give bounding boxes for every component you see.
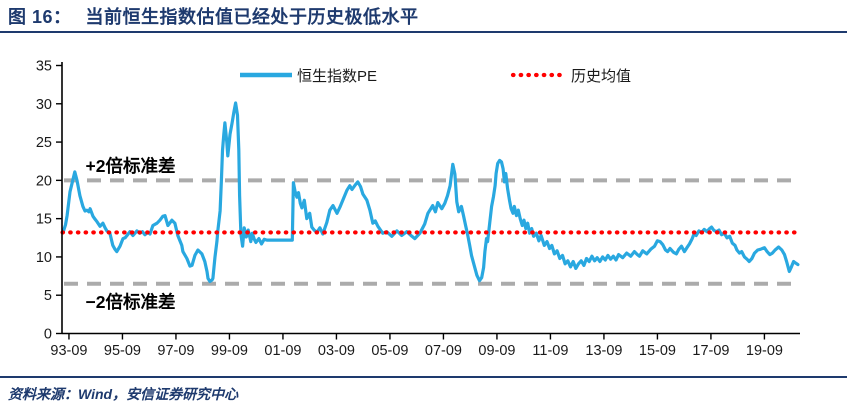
y-tick-label: 25 [36, 135, 52, 151]
y-tick-label: 20 [36, 173, 52, 189]
x-tick-label: 93-09 [50, 343, 87, 359]
source-note: 资料来源：Wind，安信证券研究中心 [8, 386, 239, 402]
figure-title-text: 当前恒生指数估值已经处于历史极低水平 [85, 7, 419, 27]
x-tick-label: 11-09 [532, 343, 568, 359]
x-tick-label: 13-09 [585, 343, 622, 359]
x-tick-label: 05-09 [371, 343, 408, 359]
y-tick-label: 35 [36, 59, 52, 75]
x-tick-label: 19-09 [746, 343, 783, 359]
figure-number-label: 图 16： [8, 7, 72, 27]
footer-divider-line [0, 376, 847, 378]
x-tick-label: 03-09 [318, 343, 355, 359]
x-tick-label: 09-09 [478, 343, 515, 359]
legend-label: 恒生指数PE [297, 68, 377, 85]
x-tick-label: 07-09 [425, 343, 462, 359]
figure-title: 图 16： 当前恒生指数估值已经处于历史极低水平 [8, 3, 419, 29]
y-tick-label: 0 [44, 327, 52, 343]
y-tick-label: 5 [44, 288, 52, 304]
hsi-pe-line [61, 101, 800, 283]
title-divider-line [0, 31, 847, 33]
annotation-upper-band-label: +2倍标准差 [86, 156, 176, 176]
x-tick-label: 01-09 [264, 343, 301, 359]
x-tick-label: 97-09 [157, 343, 194, 359]
y-tick-label: 30 [36, 97, 52, 113]
x-tick-label: 17-09 [692, 343, 729, 359]
x-tick-label: 99-09 [211, 343, 248, 359]
legend-label: 历史均值 [571, 68, 631, 85]
y-tick-label: 10 [36, 250, 52, 266]
y-tick-label: 15 [36, 212, 52, 228]
x-tick-label: 15-09 [639, 343, 676, 359]
annotation-lower-band-label: −2倍标准差 [86, 292, 176, 312]
x-tick-label: 95-09 [104, 343, 141, 359]
